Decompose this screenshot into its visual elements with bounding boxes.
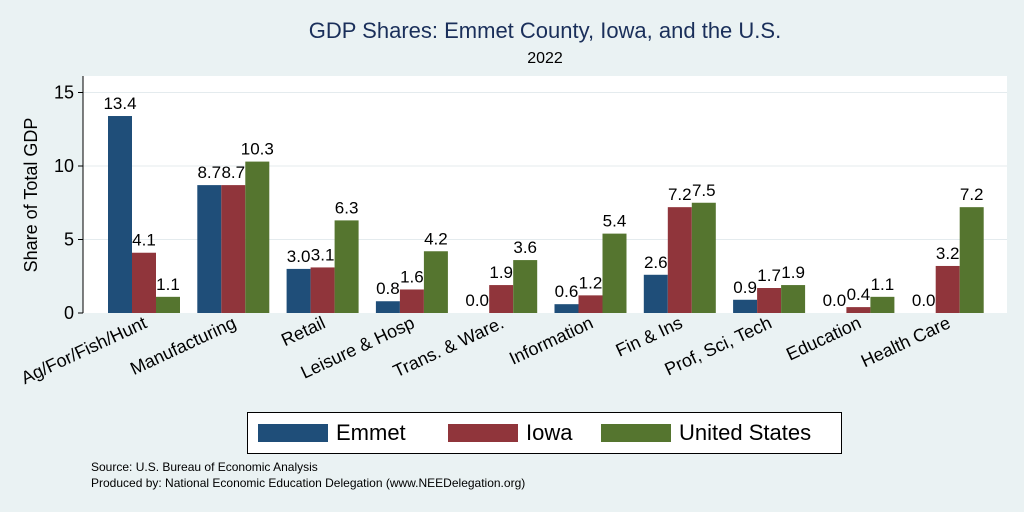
bar-value-label: 0.8 xyxy=(376,279,400,298)
bar xyxy=(781,285,806,313)
y-ticks: 0 5 10 15 xyxy=(54,83,83,323)
bar-value-label: 5.4 xyxy=(603,212,627,231)
bar-value-label: 0.0 xyxy=(912,291,936,310)
bar-value-label: 0.6 xyxy=(555,282,579,301)
bar-value-label: 8.7 xyxy=(221,163,245,182)
bar-labels: 13.4 4.1 1.1 8.7 8.7 10.3 3.0 3.1 6.3 0.81.64.2 0.… xyxy=(103,94,983,310)
bar-value-label: 3.0 xyxy=(287,247,311,266)
bar xyxy=(108,116,132,314)
produced-by-note: Produced by: National Economic Education… xyxy=(91,476,526,490)
y-tick-label: 15 xyxy=(54,83,74,103)
bar xyxy=(691,202,716,313)
bar-value-label: 3.6 xyxy=(513,238,537,257)
bar-value-label: 1.1 xyxy=(871,275,895,294)
bar-value-label: 1.2 xyxy=(579,273,603,292)
legend-label-iowa: Iowa xyxy=(526,420,573,445)
bar xyxy=(286,268,311,313)
bar xyxy=(513,260,538,313)
bar-value-label: 1.6 xyxy=(400,267,424,286)
bar xyxy=(221,185,246,313)
y-tick-label: 5 xyxy=(64,230,74,250)
legend-label-emmet: Emmet xyxy=(336,420,406,445)
x-tick-label: Information xyxy=(506,312,596,368)
bar xyxy=(757,288,782,313)
bar-value-label: 1.9 xyxy=(781,263,805,282)
bar xyxy=(935,265,960,313)
y-tick-label: 10 xyxy=(54,156,74,176)
legend-label-united-states: United States xyxy=(679,420,812,445)
bar xyxy=(245,161,270,313)
chart-title: GDP Shares: Emmet County, Iowa, and the … xyxy=(308,18,782,43)
y-axis-title: Share of Total GDP xyxy=(21,118,41,273)
bar-value-label: 4.1 xyxy=(132,231,156,250)
legend: Emmet Iowa United States xyxy=(247,412,842,454)
bars xyxy=(108,116,984,314)
legend-swatch-emmet xyxy=(258,424,328,442)
bar-value-label: 7.5 xyxy=(692,181,716,200)
bar xyxy=(197,185,222,313)
bar xyxy=(667,207,692,313)
x-tick-label: Education xyxy=(783,312,864,364)
x-tick-label: Ag/For/Fish/Hunt xyxy=(18,312,150,388)
bar-value-label: 0.9 xyxy=(733,278,757,297)
bar xyxy=(846,307,871,313)
x-tick-label: Fin & Ins xyxy=(613,312,686,360)
bar xyxy=(423,251,448,313)
bar xyxy=(132,252,156,313)
bar-value-label: 8.7 xyxy=(197,163,221,182)
bar-value-label: 0.0 xyxy=(465,291,489,310)
bar-value-label: 0.4 xyxy=(847,285,871,304)
bar xyxy=(334,220,359,313)
bar xyxy=(310,267,335,313)
bar-value-label: 6.3 xyxy=(335,198,359,217)
bar xyxy=(399,289,424,313)
source-note: Source: U.S. Bureau of Economic Analysis xyxy=(91,460,318,474)
bar xyxy=(489,285,514,313)
bar xyxy=(375,301,400,313)
y-tick-label: 0 xyxy=(64,303,74,323)
bar xyxy=(602,233,627,313)
bar xyxy=(959,207,984,313)
bar-value-label: 7.2 xyxy=(960,185,984,204)
bar xyxy=(643,274,668,313)
legend-swatch-united-states xyxy=(601,424,671,442)
bar-value-label: 13.4 xyxy=(103,94,136,113)
bar-value-label: 4.2 xyxy=(424,229,448,248)
bar-value-label: 0.0 xyxy=(823,291,847,310)
x-tick-label: Retail xyxy=(278,312,328,350)
bar-value-label: 10.3 xyxy=(241,140,274,159)
bar-value-label: 1.9 xyxy=(489,263,513,282)
x-tick-label: Health Care xyxy=(858,312,954,371)
bar xyxy=(870,296,895,313)
bar-value-label: 1.7 xyxy=(757,266,781,285)
bar xyxy=(578,295,603,313)
bar xyxy=(554,304,579,313)
bar-value-label: 2.6 xyxy=(644,253,668,272)
bar-value-label: 3.1 xyxy=(311,245,335,264)
bar-value-label: 1.1 xyxy=(156,275,180,294)
bar xyxy=(156,296,180,313)
legend-swatch-iowa xyxy=(448,424,518,442)
bar-value-label: 7.2 xyxy=(668,185,692,204)
bar-value-label: 3.2 xyxy=(936,244,960,263)
chart-subtitle: 2022 xyxy=(527,50,563,67)
bar xyxy=(733,299,758,313)
